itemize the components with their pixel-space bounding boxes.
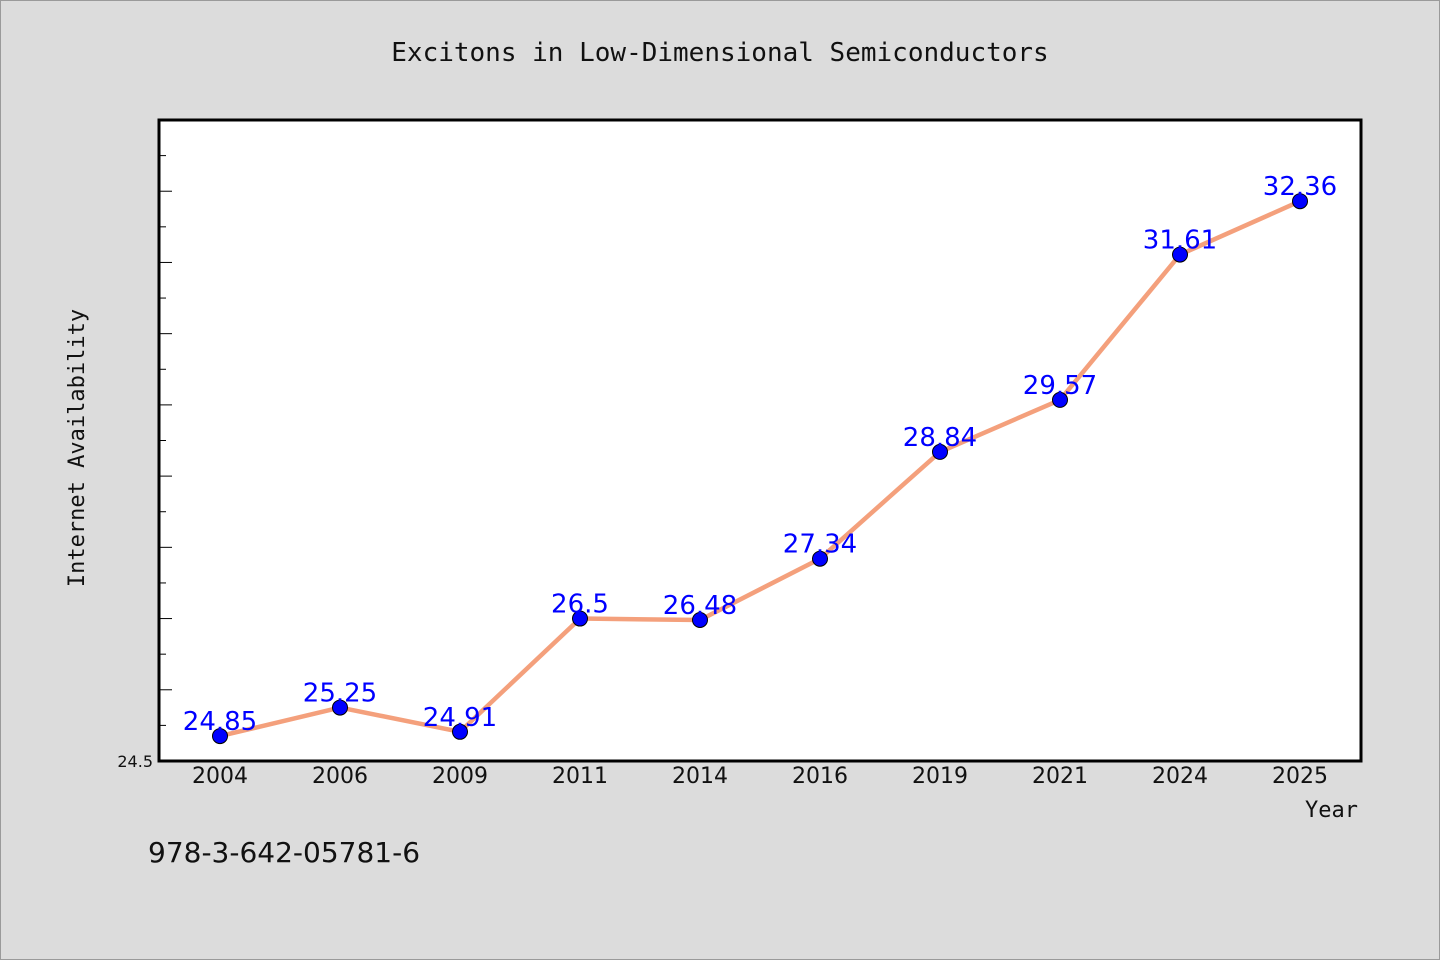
x-tick-label: 2006: [312, 764, 368, 789]
y-tick-label: 24.5: [117, 752, 153, 771]
data-label: 27.34: [783, 530, 857, 560]
data-label: 24.85: [183, 707, 257, 737]
plot-area: [157, 118, 1363, 763]
chart-title: Excitons in Low-Dimensional Semiconducto…: [391, 38, 1048, 68]
data-label: 25.25: [303, 679, 377, 709]
series-line: [217, 198, 1303, 739]
footer-isbn: 978-3-642-05781-6: [148, 836, 420, 869]
x-tick-label: 2014: [672, 764, 728, 789]
series-layer: 24.85 25.25 24.91 26.5 26.48 27.34 28.84 29.57 3…: [183, 172, 1337, 745]
data-label: 26.5: [551, 590, 609, 620]
x-axis-ticks: 2004 2006 2009 2011 2014 2016 2019 2021 2024 2025: [192, 764, 1328, 789]
x-tick-label: 2004: [192, 764, 248, 789]
data-point: [692, 611, 708, 628]
data-point: [452, 723, 468, 740]
data-label: 29.57: [1023, 371, 1097, 401]
data-label: 28.84: [903, 423, 977, 453]
x-tick-label: 2021: [1032, 764, 1088, 789]
data-label: 24.91: [423, 703, 497, 733]
x-tick-label: 2011: [552, 764, 608, 789]
data-label: 32.36: [1263, 172, 1337, 202]
data-point: [332, 699, 348, 716]
y-axis-ticks: 24.5: [117, 155, 172, 771]
x-tick-label: 2016: [792, 764, 848, 789]
data-point: [1052, 391, 1068, 408]
x-tick-label: 2025: [1272, 764, 1328, 789]
data-point: [812, 550, 828, 567]
x-axis-title: Year: [1305, 798, 1358, 823]
data-label: 26.48: [663, 591, 737, 621]
x-tick-label: 2009: [432, 764, 488, 789]
data-label: 31.61: [1143, 226, 1217, 256]
data-point: [932, 443, 948, 460]
data-point: [1172, 246, 1188, 263]
x-tick-label: 2024: [1152, 764, 1208, 789]
data-point: [1292, 193, 1308, 210]
data-point: [572, 610, 588, 627]
x-tick-label: 2019: [912, 764, 968, 789]
y-axis-title: Internet Availability: [65, 309, 90, 587]
data-point: [212, 728, 228, 745]
